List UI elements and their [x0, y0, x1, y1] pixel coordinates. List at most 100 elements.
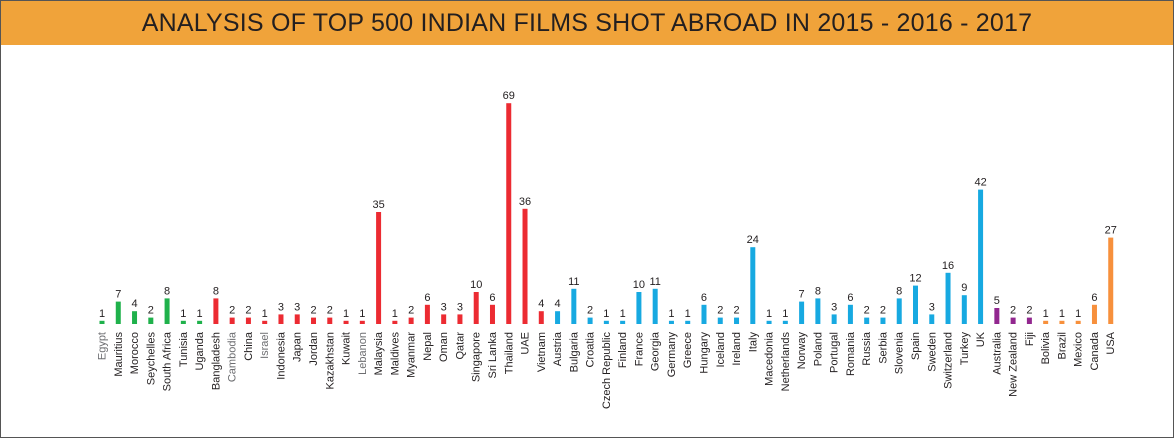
category-label: New Zealand: [1008, 332, 1020, 397]
bar-uganda: [197, 320, 203, 324]
category-label: Bulgaria: [568, 331, 580, 372]
bar-japan: [294, 314, 300, 324]
bar-france: [636, 292, 642, 324]
category-label: Hungary: [698, 332, 710, 374]
bar-indonesia: [278, 314, 284, 324]
value-label: 24: [747, 234, 759, 246]
bar-turkey: [961, 295, 967, 324]
value-label: 2: [310, 305, 316, 317]
bar-china: [245, 317, 251, 324]
bar-bulgaria: [571, 288, 577, 324]
value-label: 2: [148, 305, 154, 317]
value-label: 12: [909, 273, 921, 285]
value-label: 9: [961, 282, 967, 294]
category-label: Kazakhstan: [324, 332, 336, 389]
bar-macedonia: [766, 320, 772, 324]
value-label: 1: [685, 308, 691, 320]
category-label: Poland: [812, 332, 824, 366]
bar-greece: [685, 320, 691, 324]
category-label: UAE: [520, 332, 532, 355]
category-label: Mauritius: [113, 332, 125, 377]
bar-egypt: [99, 320, 105, 324]
category-label: Greece: [682, 332, 694, 368]
category-label: Italy: [747, 332, 759, 353]
bar-malaysia: [376, 212, 382, 324]
category-label: Qatar: [454, 332, 466, 360]
value-label: 11: [568, 276, 579, 288]
bar-singapore: [473, 292, 479, 324]
bar-usa: [1108, 237, 1114, 324]
bar-mauritius: [115, 301, 121, 324]
category-label: Austria: [552, 331, 564, 366]
bar-israel: [262, 320, 268, 324]
category-label: Iceland: [715, 332, 727, 367]
value-label: 3: [441, 301, 447, 313]
category-label: Lebanon: [357, 332, 369, 375]
bar-vietnam: [538, 311, 544, 324]
bar-lebanon: [359, 320, 365, 324]
bar-finland: [620, 320, 626, 324]
value-label: 1: [668, 308, 674, 320]
value-label: 16: [942, 260, 954, 272]
bar-nepal: [424, 304, 430, 324]
category-label: Turkey: [959, 332, 971, 366]
category-label: UK: [975, 331, 987, 347]
category-label: Netherlands: [780, 332, 792, 392]
bar-uk: [978, 189, 984, 324]
value-label: 1: [99, 308, 105, 320]
value-label: 1: [1059, 308, 1065, 320]
bar-georgia: [652, 288, 658, 324]
value-label: 2: [229, 305, 235, 317]
value-label: 8: [896, 285, 902, 297]
bar-uae: [522, 208, 528, 324]
value-label: 2: [1010, 305, 1016, 317]
bar-tunisia: [180, 320, 186, 324]
value-label: 5: [994, 295, 1000, 307]
bar-switzerland: [945, 272, 951, 324]
bar-qatar: [457, 314, 463, 324]
category-label: Kuwait: [341, 332, 353, 365]
chart-title: ANALYSIS OF TOP 500 INDIAN FILMS SHOT AB…: [141, 8, 1033, 37]
category-label: Portugal: [829, 332, 841, 373]
value-label: 11: [649, 276, 660, 288]
bar-kuwait: [343, 320, 349, 324]
bar-australia: [994, 308, 1000, 324]
value-label: 1: [180, 308, 186, 320]
value-label: 1: [262, 308, 268, 320]
category-label: China: [243, 331, 255, 361]
bar-new-zealand: [1010, 317, 1016, 324]
bar-portugal: [831, 314, 837, 324]
value-label: 35: [372, 199, 384, 211]
value-label: 3: [294, 301, 300, 313]
value-label: 3: [831, 301, 837, 313]
bar-norway: [799, 301, 805, 324]
bar-maldives: [392, 320, 398, 324]
bar-jordan: [311, 317, 317, 324]
bar-czech-republic: [603, 320, 609, 324]
category-label: Mexico: [1073, 332, 1085, 367]
value-label: 8: [815, 285, 821, 297]
category-label: Slovenia: [894, 331, 906, 374]
value-label: 8: [164, 285, 170, 297]
title-bar: ANALYSIS OF TOP 500 INDIAN FILMS SHOT AB…: [1, 1, 1173, 45]
value-label: 1: [1043, 308, 1049, 320]
value-label: 2: [327, 305, 333, 317]
category-label: Canada: [1089, 331, 1101, 370]
bar-poland: [815, 298, 821, 324]
bar-fiji: [1026, 317, 1032, 324]
category-label: Georgia: [650, 331, 662, 371]
category-label: Sweden: [926, 332, 938, 372]
category-label: Oman: [438, 332, 450, 362]
category-label: Cambodia: [227, 331, 239, 382]
bar-germany: [668, 320, 674, 324]
value-label: 4: [538, 298, 544, 310]
value-label: 2: [245, 305, 251, 317]
value-label: 6: [1091, 292, 1097, 304]
bar-austria: [555, 311, 561, 324]
category-label: Nepal: [422, 332, 434, 361]
bar-ireland: [734, 317, 740, 324]
bar-sri-lanka: [489, 304, 495, 324]
category-label: Germany: [666, 332, 678, 378]
